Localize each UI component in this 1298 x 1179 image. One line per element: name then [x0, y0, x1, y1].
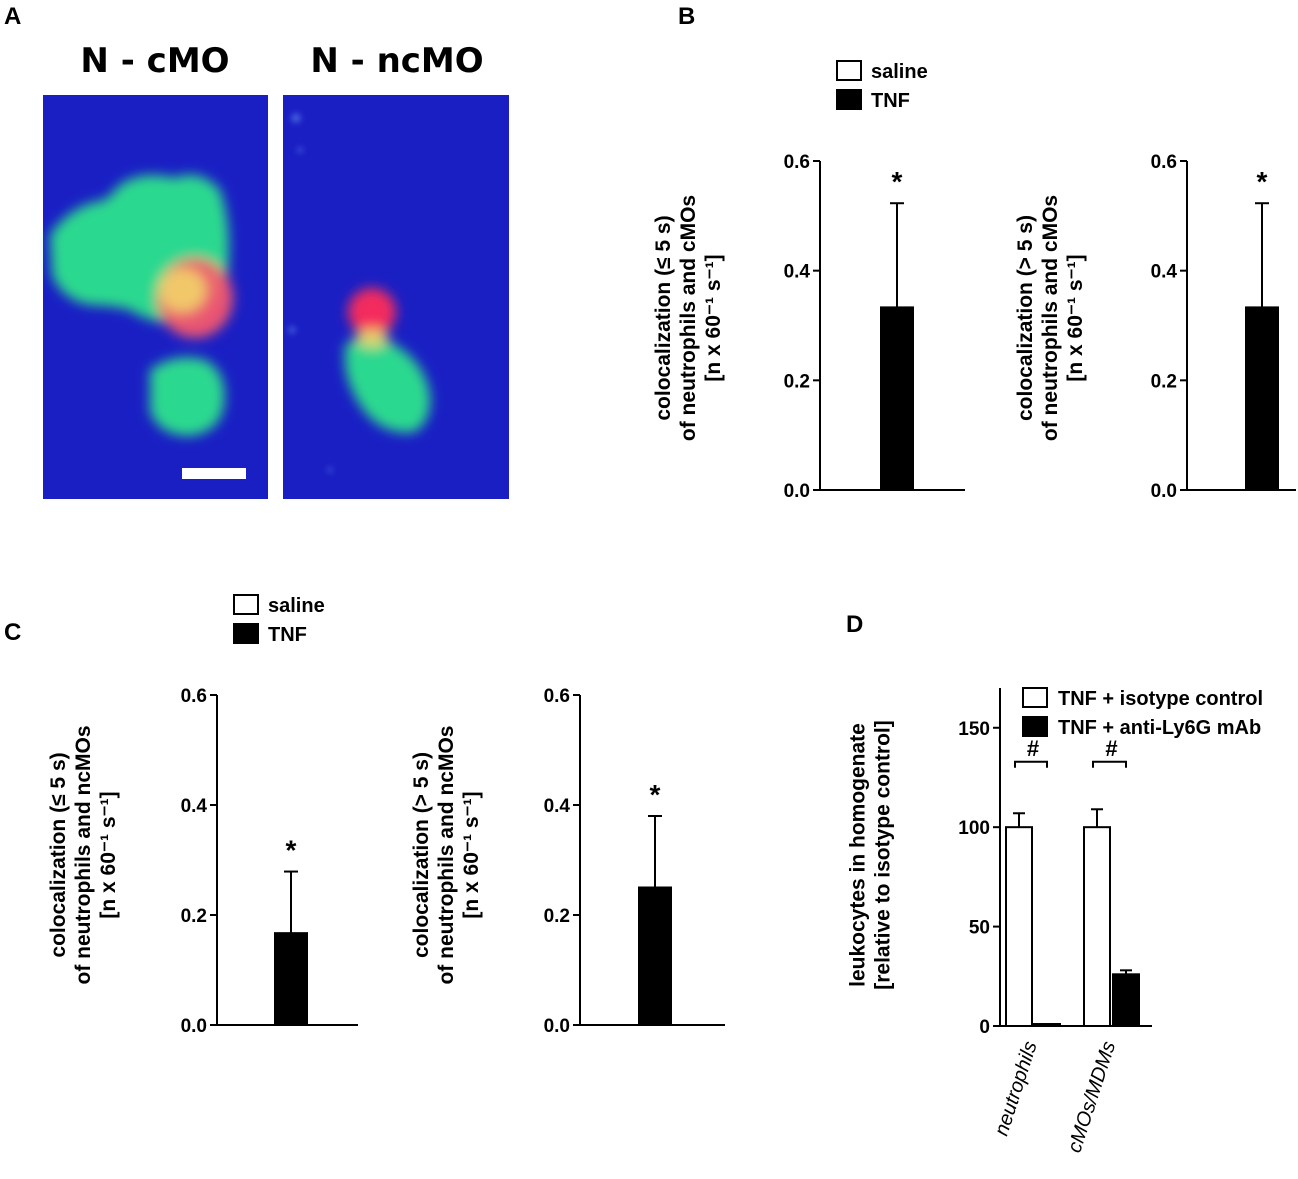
y-tick-label: 50 — [969, 918, 990, 939]
bar-isotype — [1005, 826, 1033, 1027]
significance-mark: * — [1257, 166, 1268, 197]
legend-label-saline: saline — [268, 595, 325, 617]
legend-item-saline: saline — [233, 594, 325, 617]
y-axis-label: colocalization (≤ 5 s) — [47, 752, 70, 957]
y-tick-label: 0.2 — [544, 906, 570, 927]
micrograph-cmo — [43, 95, 268, 499]
y-tick-label: 0.6 — [1151, 152, 1177, 173]
legend-swatch-anti-ly6g — [1022, 716, 1048, 737]
y-tick-label: 0.0 — [181, 1016, 207, 1037]
significance-mark: * — [892, 166, 903, 197]
bar-anti-ly6g — [1033, 1023, 1061, 1027]
y-axis-label: colocalization (> 5 s) — [410, 752, 433, 958]
legend-d: TNF + isotype control TNF + anti-Ly6G mA… — [1022, 687, 1263, 739]
chart-c-long: 0.0 0.2 0.4 0.6 colocalization (> 5 s) of neu… — [410, 686, 725, 1037]
y-axis-label: leukocytes in homogenate — [847, 723, 870, 987]
y-tick-label: 150 — [958, 719, 990, 740]
significance-bracket — [1014, 760, 1048, 768]
chart-b-long: 0.0 0.2 0.4 0.6 colocalization (> 5 s) of neu… — [1014, 152, 1296, 502]
y-axis-label: [relative to isotype control] — [872, 720, 895, 990]
x-category-label: cMOs/MDMs — [1064, 1039, 1121, 1156]
significance-mark: * — [650, 779, 661, 810]
bar-isotype — [1083, 826, 1111, 1027]
y-tick-label: 0.0 — [1151, 481, 1177, 502]
y-tick-label: 0.6 — [544, 686, 570, 707]
y-axis-label: of neutrophils and ncMOs — [435, 725, 458, 984]
legend-swatch-saline — [233, 594, 259, 615]
panel-letter-b: B — [678, 3, 695, 30]
chart-d: 0 50 100 150 leukocytes in homogenate [relati… — [847, 688, 1152, 1156]
y-tick-label: 0.4 — [784, 262, 811, 283]
legend-label-tnf: TNF — [871, 90, 910, 112]
bar-tnf — [1245, 306, 1279, 491]
legend-label-saline: saline — [871, 61, 928, 83]
legend-item-isotype: TNF + isotype control — [1022, 687, 1263, 710]
y-axis-label: of neutrophils and cMOs — [1039, 195, 1062, 441]
panel-letter-c: C — [4, 619, 21, 646]
legend-swatch-tnf — [233, 623, 259, 644]
y-tick-label: 0.0 — [784, 481, 810, 502]
y-tick-label: 0.0 — [544, 1016, 570, 1037]
condition-label-ncmo: N - ncMO — [310, 41, 483, 81]
bar-tnf — [274, 932, 308, 1027]
bar-tnf — [880, 306, 914, 491]
bar-anti-ly6g — [1112, 973, 1140, 1028]
y-tick-label: 100 — [958, 818, 990, 839]
chart-b-short: 0.0 0.2 0.4 0.6 colocalization (≤ 5 s) of neu… — [652, 152, 965, 502]
y-axis-label: [n x 60⁻¹ s⁻¹] — [702, 254, 725, 381]
y-axis-label: of neutrophils and ncMOs — [72, 725, 95, 984]
legend-swatch-tnf — [836, 89, 862, 110]
legend-label-anti-ly6g: TNF + anti-Ly6G mAb — [1058, 717, 1261, 739]
bar-tnf — [638, 886, 672, 1026]
significance-mark: # — [1105, 736, 1117, 761]
legend-swatch-isotype — [1022, 687, 1048, 708]
y-axis-label: [n x 60⁻¹ s⁻¹] — [97, 791, 120, 918]
condition-label-cmo: N - cMO — [80, 41, 229, 81]
legend-b: saline TNF — [836, 60, 928, 112]
y-tick-label: 0 — [979, 1017, 990, 1038]
legend-item-tnf: TNF — [836, 89, 910, 112]
legend-label-tnf: TNF — [268, 624, 307, 646]
y-tick-label: 0.4 — [181, 796, 208, 817]
panel-a: N - cMO N - ncMO — [43, 41, 509, 499]
y-axis-label: [n x 60⁻¹ s⁻¹] — [1064, 254, 1087, 381]
significance-mark: * — [286, 835, 297, 866]
y-tick-label: 0.6 — [784, 152, 810, 173]
y-tick-label: 0.2 — [181, 906, 207, 927]
panel-letter-a: A — [4, 3, 21, 30]
y-tick-label: 0.2 — [784, 371, 810, 392]
y-tick-label: 0.2 — [1151, 371, 1177, 392]
x-category-label: neutrophils — [991, 1039, 1042, 1139]
scale-bar — [182, 468, 246, 479]
y-axis-label: colocalization (> 5 s) — [1014, 215, 1037, 421]
y-axis-label: colocalization (≤ 5 s) — [652, 215, 675, 420]
panel-letter-d: D — [846, 611, 863, 638]
y-tick-label: 0.4 — [1151, 262, 1178, 283]
y-axis-label: of neutrophils and cMOs — [677, 195, 700, 441]
y-tick-label: 0.4 — [544, 796, 571, 817]
legend-c: saline TNF — [233, 594, 325, 646]
significance-bracket — [1092, 760, 1127, 768]
legend-swatch-saline — [836, 60, 862, 81]
significance-mark: # — [1027, 736, 1039, 761]
legend-item-tnf: TNF — [233, 623, 307, 646]
y-axis-label: [n x 60⁻¹ s⁻¹] — [460, 791, 483, 918]
legend-item-anti-ly6g: TNF + anti-Ly6G mAb — [1022, 716, 1261, 739]
y-tick-label: 0.6 — [181, 686, 207, 707]
chart-c-short: 0.0 0.2 0.4 0.6 colocalization (≤ 5 s) of neu… — [47, 686, 358, 1037]
legend-label-isotype: TNF + isotype control — [1058, 688, 1263, 710]
micrograph-ncmo — [283, 95, 509, 499]
legend-item-saline: saline — [836, 60, 928, 83]
